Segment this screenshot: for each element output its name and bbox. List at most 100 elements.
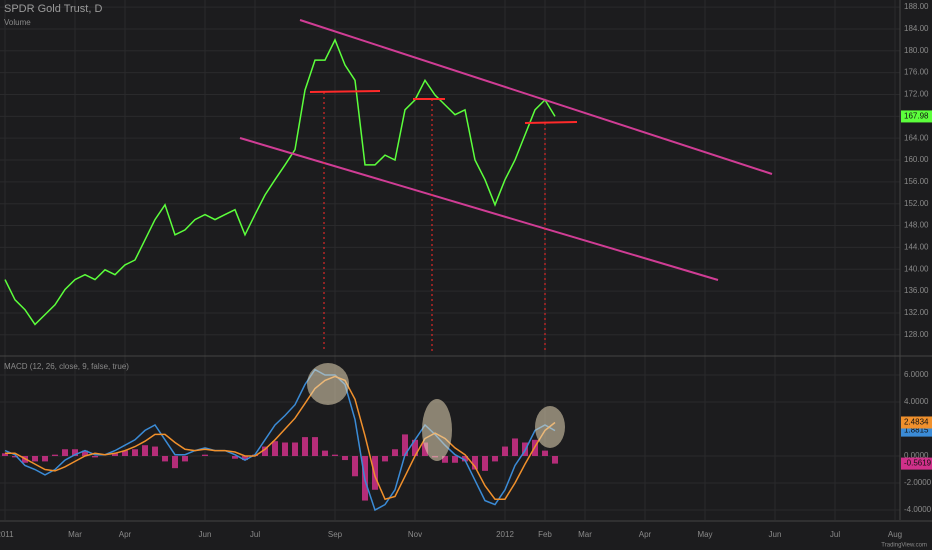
histogram-bar (332, 454, 338, 457)
grid (0, 0, 900, 520)
histogram-bar (92, 456, 98, 458)
x-tick-label: Mar (68, 530, 82, 539)
value-tag (901, 416, 932, 429)
value-tag (901, 110, 932, 123)
x-tick-label: Jun (769, 530, 782, 539)
histogram-bar (512, 438, 518, 457)
highlights (307, 363, 565, 461)
level-line (309, 90, 381, 93)
histogram-bar (412, 439, 418, 457)
highlight-ellipse (535, 406, 565, 448)
value-tag-label: 167.98 (904, 112, 929, 121)
x-tick-label: Jul (830, 530, 840, 539)
x-tick-label: 2012 (496, 530, 514, 539)
histogram-bar (492, 456, 498, 462)
histogram-bar (242, 456, 248, 461)
y-tick-label: 0.0000 (904, 451, 929, 460)
histogram-bar (482, 456, 488, 471)
x-tick-label: Apr (119, 530, 132, 539)
histogram-bar (142, 445, 148, 457)
marks (2, 38, 558, 512)
price-line (4, 368, 556, 512)
highlight-ellipse (422, 399, 452, 461)
histogram-bar (382, 456, 388, 462)
value-tag (901, 457, 932, 470)
histogram-bar (502, 446, 508, 457)
y-tick-label: 164.00 (904, 133, 929, 142)
histogram-bar (402, 434, 408, 457)
y-tick-label: 6.0000 (904, 370, 929, 379)
histogram-bar (32, 456, 38, 462)
histogram-bar (342, 456, 348, 461)
x-tick-label: Jul (250, 530, 260, 539)
histogram-bar (52, 454, 58, 457)
y-tick-label: 4.0000 (904, 397, 929, 406)
y-tick-label: 132.00 (904, 308, 929, 317)
y-tick-label: 156.00 (904, 177, 929, 186)
y-tick-label: 140.00 (904, 264, 929, 273)
price-line (4, 38, 556, 326)
y-tick-label: 172.00 (904, 90, 929, 99)
x-tick-label: Nov (408, 530, 422, 539)
y-tick-label: 144.00 (904, 243, 929, 252)
histogram-bar (232, 456, 238, 459)
histogram-bar (132, 449, 138, 457)
histogram-bar (472, 456, 478, 470)
y-tick-label: -4.0000 (904, 505, 932, 514)
histogram-bar (392, 449, 398, 457)
y-tick-label: 176.00 (904, 68, 929, 77)
histogram-bar (2, 453, 8, 457)
histogram-bar (442, 456, 448, 463)
y-tick-label: 160.00 (904, 155, 929, 164)
highlight-ellipse (307, 363, 349, 405)
histogram-bar (452, 456, 458, 463)
x-tick-label: Apr (639, 530, 652, 539)
histogram-bar (282, 442, 288, 457)
histogram-bar (12, 456, 18, 458)
level-line (524, 121, 578, 124)
y-tick-label: 180.00 (904, 46, 929, 55)
histogram-bar (302, 437, 308, 457)
indicator-title: MACD (12, 26, close, 9, false, true) (4, 362, 129, 371)
histogram-bar (552, 456, 558, 464)
chart-title: SPDR Gold Trust, D (4, 3, 102, 15)
y-tick-label: 152.00 (904, 199, 929, 208)
subtitle: Volume (4, 18, 31, 27)
histogram-bar (182, 456, 188, 462)
x-tick-label: Aug (888, 530, 902, 539)
histogram-bar (462, 456, 468, 462)
histogram-bar (62, 449, 68, 457)
y-tick-label: 136.00 (904, 286, 929, 295)
histogram-bar (422, 442, 428, 457)
y-tick-label: 184.00 (904, 24, 929, 33)
x-tick-label: 2011 (0, 530, 14, 539)
x-tick-label: Feb (538, 530, 552, 539)
histogram-bar (42, 456, 48, 462)
watermark: TradingView.com (881, 543, 927, 549)
price-line (5, 375, 556, 501)
histogram-bar (172, 456, 178, 469)
x-tick-label: Mar (578, 530, 592, 539)
value-tag-label: -0.5619 (904, 459, 932, 468)
histogram-bar (322, 450, 328, 457)
histogram-bar (152, 446, 158, 457)
y-tick-label: 148.00 (904, 221, 929, 230)
value-tag-label: 2.4834 (904, 418, 929, 427)
histogram-bar (372, 456, 378, 490)
histogram-bar (312, 437, 318, 457)
histogram-bar (72, 449, 78, 457)
y-tick-label: 128.00 (904, 330, 929, 339)
histogram-bar (272, 441, 278, 457)
trend-line (299, 19, 773, 175)
drawings (239, 19, 773, 352)
x-tick-label: Jun (199, 530, 212, 539)
histogram-bar (292, 442, 298, 457)
y-tick-label: -2.0000 (904, 478, 932, 487)
histogram-bar (82, 450, 88, 457)
x-tick-label: May (697, 530, 712, 539)
histogram-bar (262, 446, 268, 457)
x-tick-label: Sep (328, 530, 343, 539)
histogram-bar (542, 450, 548, 457)
